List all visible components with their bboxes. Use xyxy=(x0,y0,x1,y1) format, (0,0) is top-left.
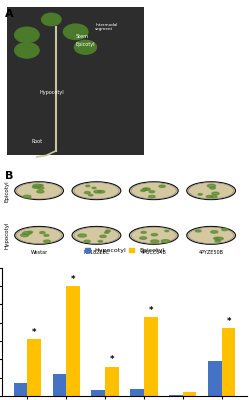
Circle shape xyxy=(207,184,216,187)
Text: 4PUCC04B: 4PUCC04B xyxy=(141,250,167,255)
Bar xyxy=(222,328,235,396)
Circle shape xyxy=(142,188,148,190)
Bar xyxy=(14,383,27,396)
Circle shape xyxy=(187,182,236,200)
Circle shape xyxy=(86,185,90,187)
Circle shape xyxy=(161,240,170,243)
Text: 4PYZE50B: 4PYZE50B xyxy=(199,250,224,255)
Circle shape xyxy=(78,234,86,237)
Text: Stem: Stem xyxy=(76,34,89,39)
Text: Intermodal
segment: Intermodal segment xyxy=(95,23,118,31)
Circle shape xyxy=(215,237,223,240)
Circle shape xyxy=(21,234,28,237)
Circle shape xyxy=(15,27,39,43)
Circle shape xyxy=(88,194,93,196)
Text: *: * xyxy=(110,356,114,364)
Bar xyxy=(183,392,196,396)
Circle shape xyxy=(84,240,90,242)
Bar xyxy=(208,361,222,396)
Circle shape xyxy=(151,240,159,243)
Circle shape xyxy=(165,230,169,232)
Circle shape xyxy=(74,40,96,54)
Text: Westar: Westar xyxy=(30,250,48,255)
Circle shape xyxy=(141,190,145,192)
Text: Hypocotyl: Hypocotyl xyxy=(5,222,10,249)
Bar xyxy=(144,317,158,396)
Circle shape xyxy=(222,228,228,230)
Circle shape xyxy=(98,240,103,242)
Circle shape xyxy=(210,196,217,198)
Text: Epicotyl: Epicotyl xyxy=(76,42,95,47)
Circle shape xyxy=(15,182,63,200)
Circle shape xyxy=(141,232,146,233)
Circle shape xyxy=(211,231,218,233)
Bar xyxy=(169,395,183,396)
Text: A: A xyxy=(5,9,13,19)
Circle shape xyxy=(100,235,106,238)
Bar xyxy=(66,286,80,396)
Circle shape xyxy=(32,186,39,188)
Circle shape xyxy=(15,43,39,58)
Bar xyxy=(91,390,105,396)
Text: Root: Root xyxy=(32,139,43,144)
Bar xyxy=(7,7,144,155)
Circle shape xyxy=(94,190,101,193)
Circle shape xyxy=(39,184,43,186)
Bar xyxy=(53,374,66,396)
Circle shape xyxy=(63,24,88,40)
Bar xyxy=(130,389,144,396)
Circle shape xyxy=(44,240,51,243)
Text: NS1822BC: NS1822BC xyxy=(83,250,110,255)
Circle shape xyxy=(15,226,63,244)
Circle shape xyxy=(195,230,201,232)
Text: B: B xyxy=(5,171,13,181)
Circle shape xyxy=(37,190,44,193)
Circle shape xyxy=(72,182,121,200)
Circle shape xyxy=(33,184,42,187)
Text: *: * xyxy=(32,328,36,337)
Bar xyxy=(27,339,41,396)
Circle shape xyxy=(72,226,121,244)
Circle shape xyxy=(44,234,49,236)
Circle shape xyxy=(105,232,109,233)
Circle shape xyxy=(84,192,90,194)
Circle shape xyxy=(42,13,61,26)
Circle shape xyxy=(187,226,236,244)
Circle shape xyxy=(149,191,155,193)
Circle shape xyxy=(23,232,31,235)
Circle shape xyxy=(28,231,33,233)
Circle shape xyxy=(98,190,105,193)
Circle shape xyxy=(129,182,178,200)
Legend: Hypocotyl, Epicotyl: Hypocotyl, Epicotyl xyxy=(85,248,164,253)
Circle shape xyxy=(215,240,220,242)
Text: *: * xyxy=(71,275,75,284)
Circle shape xyxy=(159,185,165,188)
Circle shape xyxy=(144,188,150,190)
Circle shape xyxy=(23,195,31,198)
Circle shape xyxy=(198,194,202,195)
Circle shape xyxy=(129,226,178,244)
Circle shape xyxy=(140,237,147,239)
Circle shape xyxy=(214,237,219,240)
Circle shape xyxy=(106,230,110,232)
Circle shape xyxy=(92,187,96,189)
Bar xyxy=(105,367,119,396)
Circle shape xyxy=(149,196,155,198)
Circle shape xyxy=(151,234,158,236)
Circle shape xyxy=(206,196,212,198)
Circle shape xyxy=(210,187,215,189)
Text: *: * xyxy=(226,317,231,326)
Circle shape xyxy=(212,192,219,195)
Text: Hypocotyl: Hypocotyl xyxy=(39,90,64,94)
Circle shape xyxy=(37,187,44,189)
Circle shape xyxy=(40,232,45,234)
Text: *: * xyxy=(148,306,153,315)
Text: Epicotyl: Epicotyl xyxy=(5,180,10,202)
